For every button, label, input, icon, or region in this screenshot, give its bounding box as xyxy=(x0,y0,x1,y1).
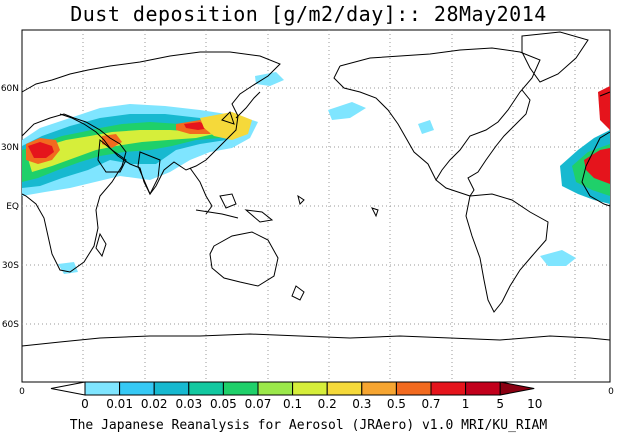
colorbar-tick-label: 0.05 xyxy=(210,397,237,411)
colorbar-tick-label: 0.7 xyxy=(421,397,440,411)
lat-label-eq: EQ xyxy=(6,202,19,212)
lat-label-30n: 30N xyxy=(1,143,19,153)
colorbar-tick-label: 0.02 xyxy=(141,397,168,411)
colorbar-swatch xyxy=(361,381,397,396)
colorbar-tick-label: 0.2 xyxy=(318,397,337,411)
colorbar-swatch xyxy=(119,381,155,396)
colorbar-swatch xyxy=(188,381,224,396)
coastlines xyxy=(21,31,611,347)
map-frame xyxy=(21,29,611,383)
lat-label-30s: 30S xyxy=(2,261,19,271)
colorbar-arrow-low xyxy=(50,381,86,396)
colorbar-tick-label: 0.01 xyxy=(106,397,133,411)
map-title: Dust deposition [g/m2/day]:: 28May2014 xyxy=(70,2,547,26)
dust-field xyxy=(22,72,610,274)
footer-credit: The Japanese Reanalysis for Aerosol (JRA… xyxy=(69,418,548,433)
colorbar-swatch xyxy=(465,381,501,396)
colorbar-tick-label: 0.03 xyxy=(175,397,202,411)
colorbar-tick-label: 5 xyxy=(496,397,504,411)
colorbar-swatch xyxy=(222,381,259,396)
colorbar-arrow-high xyxy=(499,381,535,396)
colorbar-swatch xyxy=(326,381,363,396)
colorbar-tick-label: 0.5 xyxy=(387,397,406,411)
colorbar-swatch xyxy=(430,381,467,396)
latitude-labels: 60N 30N EQ 30S 60S xyxy=(1,84,19,330)
colorbar-tick-label: 1 xyxy=(462,397,470,411)
lon-label-left: 0 xyxy=(19,387,25,397)
lat-label-60s: 60S xyxy=(2,320,19,330)
colorbar: 0 0.01 0.02 0.03 0.05 0.07 0.1 0.2 0.3 0.5 0.7 1 5 10 xyxy=(50,381,542,411)
graticule xyxy=(22,30,610,382)
colorbar-swatch xyxy=(84,381,121,396)
colorbar-swatch xyxy=(292,381,328,396)
colorbar-tick-label: 0.1 xyxy=(283,397,302,411)
colorbar-tick-label: 0.3 xyxy=(352,397,371,411)
colorbar-swatch xyxy=(257,381,294,396)
lon-label-right: 0 xyxy=(608,387,614,397)
colorbar-tick-label: 10 xyxy=(527,397,542,411)
lat-label-60n: 60N xyxy=(1,84,19,94)
colorbar-tick-label: 0.07 xyxy=(245,397,272,411)
colorbar-swatch xyxy=(153,381,190,396)
colorbar-swatch xyxy=(395,381,432,396)
colorbar-tick-label: 0 xyxy=(81,397,89,411)
